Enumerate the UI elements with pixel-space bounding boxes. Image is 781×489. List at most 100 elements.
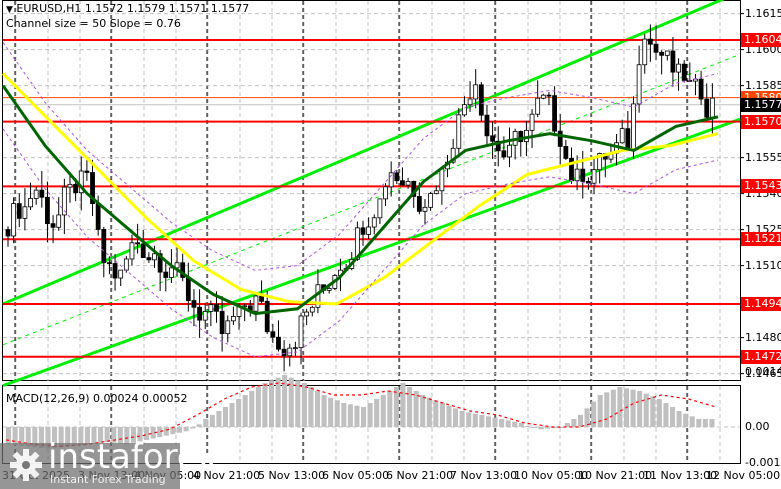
- candle-body: [619, 128, 625, 144]
- macd-histogram-bar: [170, 427, 176, 435]
- candle-body: [78, 170, 84, 194]
- macd-histogram-bar: [19, 427, 25, 446]
- candle-body: [625, 128, 631, 150]
- candle-body: [664, 50, 670, 56]
- candle-body: [214, 304, 219, 312]
- macd-histogram-bar: [341, 403, 347, 427]
- price-axis-label: 1.1615: [745, 6, 781, 20]
- candle-body: [450, 147, 456, 163]
- macd-histogram-bar: [249, 391, 255, 427]
- time-axis-label: 10 Nov 05:00: [514, 469, 589, 482]
- macd-histogram-bar: [439, 403, 445, 427]
- macd-histogram-bar: [577, 415, 584, 427]
- candle-body: [676, 63, 681, 73]
- candle-body: [157, 253, 163, 273]
- candle-body: [146, 257, 152, 261]
- ma-fast-line: [1, 84, 719, 316]
- macd-histogram-bar: [492, 417, 498, 427]
- candle-body: [22, 206, 28, 219]
- macd-histogram-bar: [407, 387, 413, 427]
- symbol-ohlc-text: EURUSD,H1 1.1572 1.1579 1.1571 1.1577: [16, 2, 250, 15]
- candle-body: [152, 253, 157, 261]
- candle-body: [73, 183, 79, 194]
- macd-histogram-bar: [222, 407, 229, 427]
- macd-histogram-bar: [604, 392, 610, 427]
- candle-body: [535, 97, 541, 115]
- candle-body: [169, 267, 174, 278]
- macd-histogram-bar: [597, 395, 603, 427]
- candle-body: [287, 347, 293, 357]
- macd-histogram-bar: [282, 375, 288, 427]
- macd-histogram-bar: [472, 413, 478, 427]
- macd-histogram-bar: [617, 387, 623, 427]
- time-axis-label: 10 Nov 21:00: [578, 469, 653, 482]
- macd-histogram-bar: [669, 407, 676, 427]
- macd-histogram-bar: [183, 427, 189, 432]
- macd-histogram-bar: [65, 427, 71, 447]
- candle-body: [292, 347, 298, 350]
- candle-body: [642, 38, 648, 66]
- macd-histogram-bar: [374, 399, 380, 427]
- candle-body: [557, 130, 563, 147]
- macd-histogram-bar: [446, 405, 452, 427]
- time-axis-label: 7 Nov 13:00: [450, 469, 518, 482]
- macd-histogram-bar: [571, 419, 577, 427]
- candle-body: [185, 277, 191, 301]
- candle-body: [219, 310, 225, 335]
- candle-body: [631, 103, 636, 150]
- watermark-brand: instaforex: [48, 437, 218, 477]
- candle-body: [428, 193, 434, 208]
- macd-histogram-bar: [663, 403, 669, 427]
- instaforex-watermark: instaforex Instant Forex Trading: [0, 437, 217, 489]
- candle-body: [659, 51, 665, 56]
- price-axis-label: 1.1510: [745, 258, 781, 272]
- channel-lower: [2, 117, 741, 388]
- candle-body: [698, 78, 704, 100]
- candle-body: [140, 243, 146, 259]
- candle-body: [580, 168, 586, 182]
- macd-histogram-bar: [420, 395, 426, 427]
- macd-histogram-bar: [78, 427, 84, 445]
- macd-histogram-bar: [321, 395, 327, 427]
- macd-histogram-bar: [137, 427, 143, 442]
- candle-body: [484, 114, 490, 137]
- collapse-triangle-icon[interactable]: ▼: [6, 5, 13, 15]
- macd-histogram-bar: [32, 427, 38, 448]
- macd-histogram-bar: [157, 427, 163, 438]
- macd-signal-line: [5, 382, 717, 448]
- macd-histogram-bar: [650, 396, 656, 427]
- symbol-header: ▼ EURUSD,H1 1.1572 1.1579 1.1571 1.1577: [6, 2, 249, 15]
- macd-histogram-bar: [564, 423, 570, 427]
- candle-body: [298, 315, 304, 349]
- candle-body: [129, 242, 135, 260]
- candle-body: [33, 189, 39, 199]
- macd-histogram-bar: [479, 415, 485, 427]
- candle-body: [647, 38, 653, 45]
- time-axis-label: 11 Nov 13:00: [643, 469, 718, 482]
- candle-body: [529, 113, 535, 131]
- candle-body: [39, 189, 45, 198]
- macd-histogram-bar: [518, 423, 524, 427]
- macd-histogram-bar: [676, 411, 682, 427]
- candle-body: [45, 196, 50, 225]
- macd-histogram-bar: [150, 427, 156, 439]
- macd-histogram-bar: [334, 400, 340, 427]
- macd-histogram-bar: [91, 427, 97, 444]
- macd-histogram-bar: [216, 411, 222, 427]
- macd-histogram-bar: [268, 380, 275, 427]
- candle-body: [118, 269, 124, 279]
- candle-body: [653, 43, 659, 53]
- macd-histogram-bar: [209, 415, 215, 427]
- macd-histogram-bar: [367, 403, 373, 427]
- macd-histogram-bar: [314, 391, 321, 427]
- candle-body: [304, 311, 310, 317]
- price-level-tag: 1.1604: [741, 33, 781, 47]
- macd-axis-label: 0.00145: [745, 365, 781, 378]
- macd-histogram-bar: [117, 427, 123, 444]
- time-axis-label: 4 Nov 21:00: [193, 469, 261, 482]
- macd-histogram-bar: [111, 427, 117, 443]
- macd-histogram-bar: [163, 427, 169, 436]
- macd-histogram-bar: [630, 389, 636, 427]
- price-level-tag: 1.1577: [741, 97, 781, 112]
